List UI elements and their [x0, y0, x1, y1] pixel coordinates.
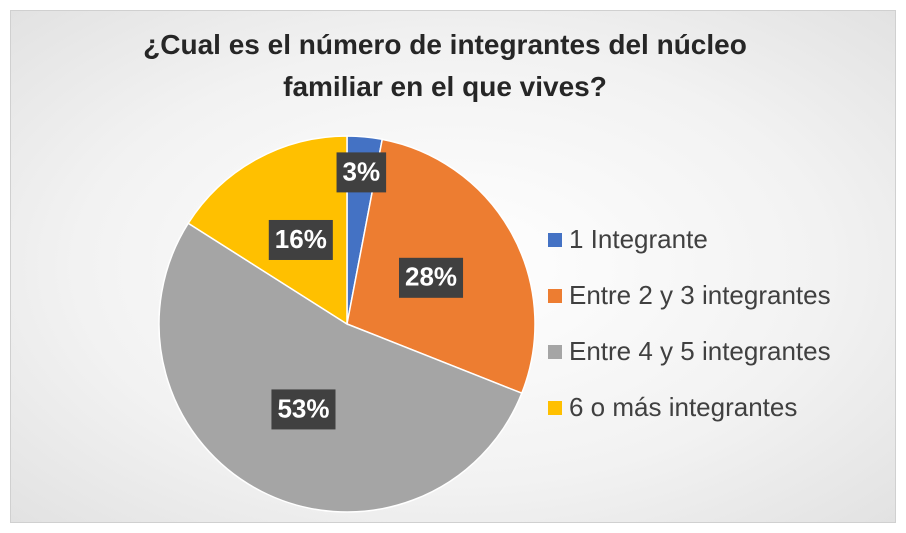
- data-label-text: 3%: [343, 156, 381, 186]
- legend-swatch: [548, 401, 562, 415]
- legend-swatch: [548, 233, 562, 247]
- data-label-text: 16%: [275, 224, 327, 254]
- chart-title: ¿Cual es el número de integrantes del nú…: [143, 29, 747, 102]
- data-label-bg: [336, 152, 387, 193]
- data-label: 16%: [268, 219, 333, 260]
- pie-slice: [187, 135, 348, 326]
- data-label-bg: [271, 389, 336, 430]
- legend-label: 1 Integrante: [569, 224, 708, 254]
- legend-swatch: [548, 289, 562, 303]
- legend-label: Entre 4 y 5 integrantes: [569, 336, 831, 366]
- legend-label: 6 o más integrantes: [569, 392, 797, 422]
- data-label-text: 28%: [405, 262, 457, 292]
- legend-label: Entre 2 y 3 integrantes: [569, 280, 831, 310]
- data-label: 28%: [398, 257, 464, 298]
- data-label-text: 53%: [277, 393, 329, 423]
- pie-slice: [158, 222, 523, 513]
- legend-swatch: [548, 345, 562, 359]
- data-label: 53%: [271, 389, 336, 430]
- data-label-bg: [398, 257, 464, 298]
- data-label: 3%: [336, 152, 387, 193]
- data-label-bg: [268, 219, 333, 260]
